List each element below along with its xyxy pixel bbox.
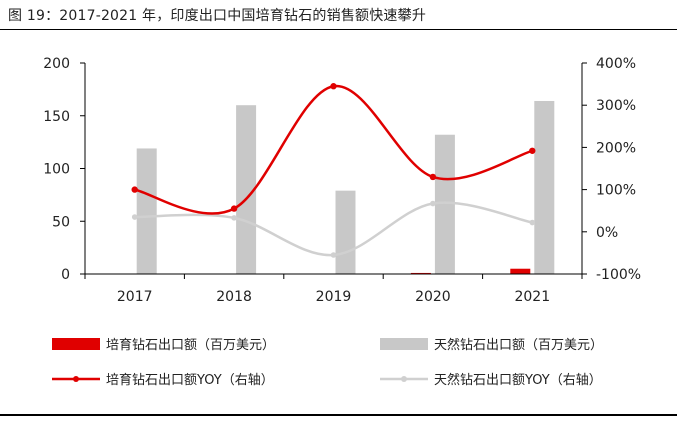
bottom-rule	[0, 414, 677, 416]
bar-layer	[136, 100, 555, 274]
title-divider	[0, 29, 677, 30]
bar-natural-2021	[534, 100, 555, 274]
bar-natural-2018	[236, 105, 257, 274]
y-left-tick-label: 0	[61, 267, 70, 283]
point-lab-yoy-2019	[330, 83, 337, 90]
bar-lab-2020	[410, 272, 431, 274]
y-right-tick-label: 300%	[596, 98, 636, 114]
y-right-tick-label: 0%	[596, 225, 618, 241]
point-natural-yoy-2019	[330, 252, 337, 258]
x-tick-label: 2019	[316, 289, 352, 305]
legend-marker-3	[401, 376, 407, 382]
legend-label-0: 培育钻石出口额（百万美元）	[106, 337, 275, 353]
y-left-tick-label: 100	[43, 162, 70, 178]
line-lab-yoy	[134, 84, 533, 215]
point-lab-yoy-2017	[131, 186, 138, 193]
y-left-tick-label: 150	[43, 109, 70, 125]
x-tick-label: 2017	[117, 289, 153, 305]
y-left-tick-label: 200	[43, 56, 70, 72]
legend-swatch-1	[380, 338, 428, 350]
point-natural-yoy-2018	[231, 215, 237, 221]
y-right-tick-label: 400%	[596, 56, 636, 72]
point-lab-yoy-2020	[429, 173, 437, 181]
line-layer	[131, 83, 536, 258]
legend-swatch-0	[52, 338, 100, 350]
point-natural-yoy-2021	[529, 219, 536, 226]
x-tick-label: 2018	[216, 289, 252, 305]
axes-layer: 0 50 100 150 200 -100% 0% 100% 200% 300% 400% 2017 2…	[43, 56, 641, 305]
y-right-tick-label: 100%	[596, 183, 636, 199]
bar-natural-2019	[335, 190, 356, 274]
bar-natural-2017	[136, 148, 157, 274]
legend-label-1: 天然钻石出口额（百万美元）	[434, 337, 603, 353]
y-right-tick-label: -100%	[596, 267, 641, 283]
bar-natural-2020	[434, 134, 455, 274]
point-lab-yoy-2018	[230, 205, 238, 212]
point-natural-yoy-2017	[131, 214, 138, 220]
x-tick-label: 2020	[415, 289, 451, 305]
point-lab-yoy-2021	[529, 147, 536, 154]
y-left-tick-label: 50	[52, 214, 70, 230]
legend-label-3: 天然钻石出口额YOY（右轴）	[434, 372, 602, 388]
legend: 培育钻石出口额（百万美元） 天然钻石出口额（百万美元） 培育钻石出口额YOY（右轴）…	[52, 337, 603, 388]
x-tick-label: 2021	[514, 289, 550, 305]
bar-lab-2021	[510, 268, 531, 274]
y-right-tick-label: 200%	[596, 140, 636, 156]
figure-title: 图 19：2017-2021 年，印度出口中国培育钻石的销售额快速攀升	[8, 8, 427, 24]
legend-marker-2	[73, 376, 79, 382]
point-natural-yoy-2020	[430, 200, 436, 207]
legend-label-2: 培育钻石出口额YOY（右轴）	[106, 372, 274, 388]
